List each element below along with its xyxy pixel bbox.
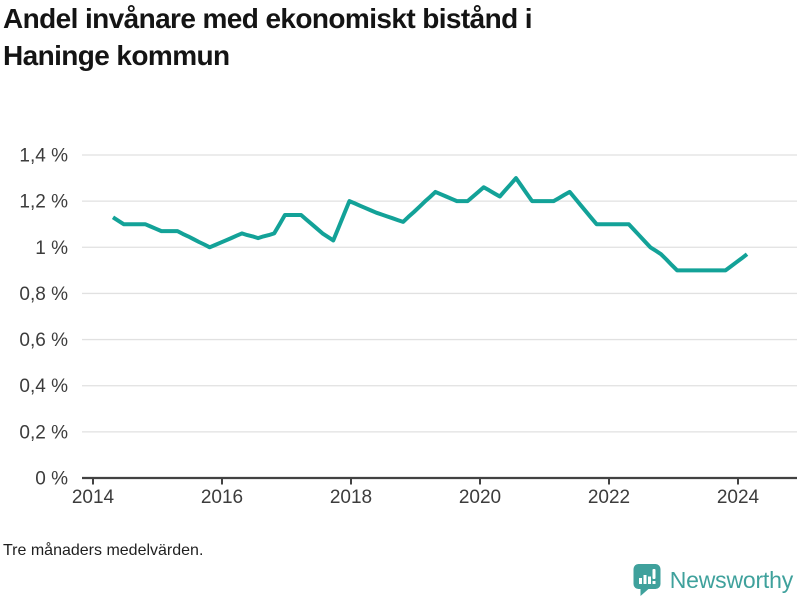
x-tick-label: 2024	[717, 487, 760, 508]
bar-1	[638, 578, 642, 584]
exclamation-dot	[652, 581, 656, 584]
x-tick-label: 2022	[588, 487, 630, 508]
x-tick-label: 2018	[330, 487, 372, 508]
speech-bubble-shape	[633, 564, 661, 596]
footnote: Tre månaders medelvärden.	[3, 542, 204, 559]
y-gridlines	[82, 154, 797, 480]
y-tick-label: 1,2 %	[19, 192, 68, 213]
chart-title-line-1: Andel invånare med ekonomiskt bistånd i	[3, 3, 533, 34]
y-tick-label: 1,4 %	[19, 146, 68, 167]
chart-title: Andel invånare med ekonomiskt bistånd i H…	[3, 0, 533, 74]
newsworthy-wordmark: Newsworthy	[669, 566, 793, 593]
y-tick-label: 0,8 %	[19, 284, 68, 305]
bar-2	[643, 575, 647, 584]
y-tick-label: 1 %	[35, 238, 68, 259]
x-tick-label: 2016	[201, 487, 243, 508]
exclamation-bar	[652, 569, 656, 579]
chart-title-line-2: Haninge kommun	[3, 40, 230, 71]
x-tick-label: 2020	[459, 487, 501, 508]
series-line	[111, 176, 749, 273]
y-tick-labels: 0 % 0,2 % 0,4 % 0,6 % 0,8 % 1 % 1,2 % 1,4 %	[19, 146, 68, 490]
y-tick-label: 0,6 %	[19, 330, 68, 351]
newsworthy-logo: Newsworthy	[632, 563, 793, 597]
x-tick-label: 2014	[72, 487, 115, 508]
y-tick-label: 0,2 %	[19, 422, 68, 443]
bar-3	[647, 576, 651, 584]
y-tick-label: 0 %	[35, 469, 68, 490]
y-tick-label: 0,4 %	[19, 376, 68, 397]
line-chart: 0 % 0,2 % 0,4 % 0,6 % 0,8 % 1 % 1,2 % 1,4 % 2014…	[19, 146, 797, 508]
newsworthy-icon	[633, 564, 661, 596]
x-ticks	[92, 478, 739, 485]
x-tick-labels: 2014 2016 2018 2020 2022 2024	[72, 487, 760, 508]
